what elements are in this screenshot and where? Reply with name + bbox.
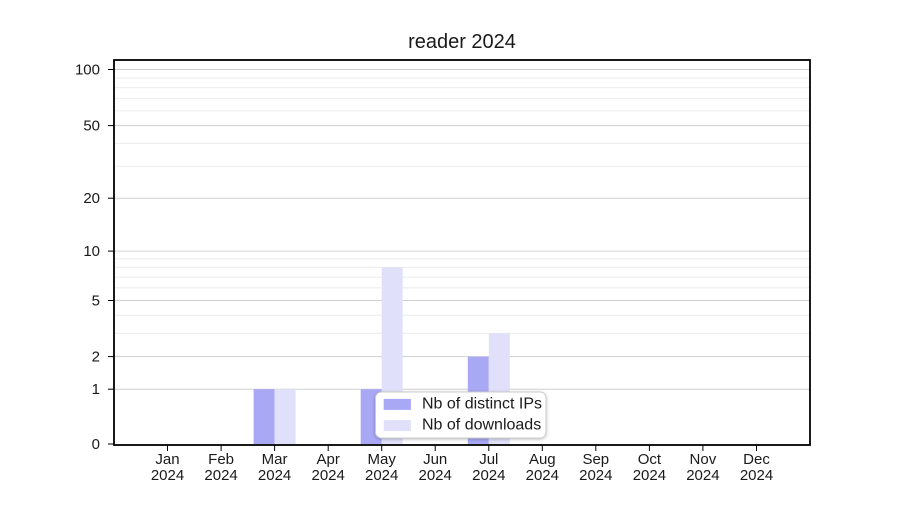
svg-text:1: 1 <box>92 381 100 398</box>
svg-text:Oct: Oct <box>638 451 662 468</box>
svg-text:10: 10 <box>83 243 100 260</box>
svg-text:2024: 2024 <box>740 467 773 484</box>
svg-text:Apr: Apr <box>317 451 340 468</box>
svg-text:2024: 2024 <box>686 467 719 484</box>
svg-text:Mar: Mar <box>262 451 288 468</box>
svg-text:Aug: Aug <box>529 451 556 468</box>
svg-text:5: 5 <box>92 293 100 310</box>
svg-text:2024: 2024 <box>526 467 559 484</box>
svg-text:2024: 2024 <box>472 467 505 484</box>
svg-text:May: May <box>368 451 397 468</box>
svg-text:2: 2 <box>92 349 100 366</box>
svg-text:Nb of distinct IPs: Nb of distinct IPs <box>422 396 542 413</box>
svg-text:100: 100 <box>75 62 100 79</box>
svg-text:2024: 2024 <box>579 467 612 484</box>
svg-text:20: 20 <box>83 190 100 207</box>
svg-text:Jun: Jun <box>423 451 447 468</box>
svg-text:2024: 2024 <box>419 467 452 484</box>
svg-text:Jul: Jul <box>479 451 498 468</box>
svg-text:50: 50 <box>83 118 100 135</box>
svg-text:reader 2024: reader 2024 <box>408 31 516 53</box>
svg-text:Nov: Nov <box>690 451 717 468</box>
svg-text:2024: 2024 <box>633 467 666 484</box>
svg-text:2024: 2024 <box>365 467 398 484</box>
svg-text:Dec: Dec <box>743 451 770 468</box>
svg-text:2024: 2024 <box>258 467 291 484</box>
svg-text:2024: 2024 <box>204 467 237 484</box>
svg-text:Nb of downloads: Nb of downloads <box>422 417 541 434</box>
svg-text:Sep: Sep <box>582 451 609 468</box>
svg-text:Feb: Feb <box>208 451 234 468</box>
svg-text:Jan: Jan <box>155 451 179 468</box>
svg-text:2024: 2024 <box>151 467 184 484</box>
svg-text:2024: 2024 <box>312 467 345 484</box>
svg-text:0: 0 <box>92 436 100 453</box>
